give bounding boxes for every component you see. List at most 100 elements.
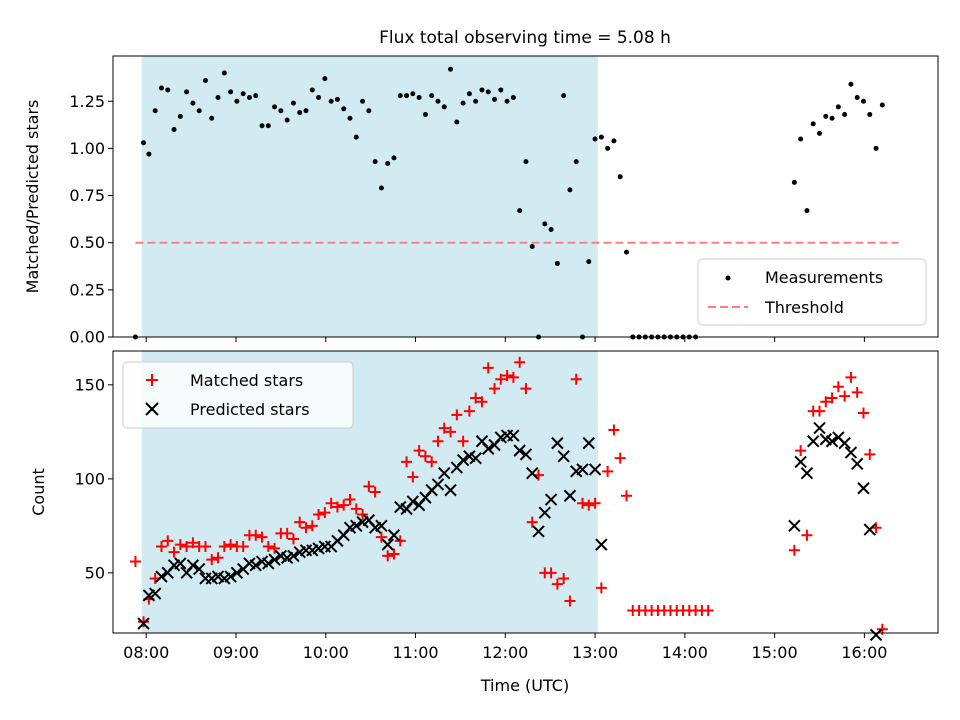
- count-x-ticks: 08:00 09:00 10:00 11:00 12:00 13:00 14:00 15:00…: [123, 633, 887, 662]
- predicted-stars-point: [863, 523, 876, 536]
- matched-stars-point: [482, 362, 494, 374]
- measurement-point: [284, 117, 290, 123]
- measurement-point: [523, 159, 529, 165]
- y-tick-label: 0.75: [69, 186, 105, 205]
- predicted-stars-point: [268, 553, 281, 566]
- measurement-point: [385, 160, 391, 166]
- matched-stars-point: [181, 541, 193, 553]
- measurement-point: [854, 94, 860, 100]
- matched-stars-point: [281, 527, 293, 539]
- legend-measurements-marker: [725, 275, 731, 281]
- measurement-point: [823, 113, 829, 119]
- measurement-point: [492, 96, 498, 102]
- measurement-point: [498, 87, 504, 93]
- predicted-stars-point: [224, 570, 237, 583]
- measurement-point: [353, 134, 359, 140]
- x-tick-label: 15:00: [752, 643, 798, 662]
- predicted-stars-point: [794, 455, 807, 469]
- matched-stars-point: [826, 392, 838, 404]
- matched-stars-point: [199, 541, 211, 553]
- x-tick-label: 13:00: [572, 643, 618, 662]
- predicted-stars-point: [857, 482, 870, 495]
- matched-stars-point: [168, 546, 180, 558]
- predicted-stars-point: [431, 478, 445, 491]
- matched-stars-point: [138, 616, 150, 628]
- matched-stars-point: [388, 548, 400, 560]
- predicted-stars-point: [230, 566, 244, 580]
- measurement-point: [165, 87, 171, 93]
- ratio-legend: Measurements Threshold: [697, 258, 927, 326]
- matched-stars-point: [520, 383, 532, 395]
- matched-stars-point: [357, 509, 369, 521]
- measurement-point: [360, 98, 366, 104]
- predicted-stars-point: [557, 450, 570, 463]
- observing-window-shade: [141, 56, 598, 337]
- matched-stars-point: [331, 501, 343, 513]
- measurement-point: [278, 108, 284, 114]
- matched-stars-point: [256, 531, 268, 543]
- predicted-stars-point: [551, 436, 564, 450]
- predicted-stars-point: [387, 529, 401, 542]
- measurement-point: [554, 260, 560, 266]
- matched-stars-point: [514, 356, 526, 368]
- matched-stars-point: [445, 426, 457, 438]
- measurement-point: [448, 66, 454, 72]
- matched-stars-point: [463, 405, 475, 417]
- predicted-stars-point: [192, 562, 206, 576]
- ratio-x-tick-marks: [145, 337, 865, 342]
- matched-stars-point: [438, 422, 450, 434]
- measurement-point: [328, 98, 334, 104]
- matched-stars-point: [857, 407, 869, 419]
- measurement-point: [429, 93, 435, 99]
- predicted-stars-point: [869, 628, 883, 642]
- count-y-axis-label: Count: [29, 468, 48, 516]
- measurement-point: [209, 115, 215, 121]
- predicted-stars-point: [482, 442, 495, 455]
- measurement-point: [848, 81, 854, 87]
- predicted-stars-point: [155, 570, 168, 583]
- measurement-point: [196, 108, 202, 114]
- matched-stars-point: [319, 507, 331, 519]
- matched-stars-point: [564, 595, 576, 607]
- predicted-stars-point: [262, 557, 275, 570]
- x-tick-label: 09:00: [213, 643, 259, 662]
- measurement-point: [441, 104, 447, 110]
- matched-stars-point: [129, 556, 141, 568]
- ratio-panel: Flux total observing time = 5.08 h 0.000…: [23, 28, 939, 347]
- measurement-point: [146, 151, 152, 157]
- measurement-point: [397, 93, 403, 99]
- measurement-point: [460, 100, 466, 106]
- count-legend-box: [122, 361, 354, 429]
- predicted-stars-point: [519, 448, 533, 461]
- matched-stars-point: [294, 516, 306, 528]
- measurement-point: [141, 140, 147, 146]
- measurement-point: [177, 113, 183, 119]
- matched-stars-point: [589, 497, 601, 509]
- matched-stars-point: [426, 456, 438, 468]
- measurement-point: [817, 130, 823, 136]
- x-tick-label: 14:00: [662, 643, 708, 662]
- measurement-point: [617, 174, 623, 180]
- predicted-stars-point: [850, 457, 864, 471]
- measurement-point: [297, 110, 303, 116]
- matched-stars-point: [551, 578, 563, 590]
- matched-stars-point: [814, 405, 826, 417]
- measurement-point: [171, 127, 177, 133]
- measurement-point: [829, 115, 835, 121]
- matched-stars-point: [595, 582, 607, 594]
- ratio-y-ticks: 0.00 0.25 0.50 0.75 1.00 1.25: [69, 92, 113, 347]
- y-tick-label: 1.25: [69, 92, 105, 111]
- matched-stars-point: [300, 522, 312, 534]
- measurement-point: [372, 159, 378, 165]
- measurement-point: [404, 93, 410, 99]
- matched-stars-point: [407, 471, 419, 483]
- measurement-point: [791, 179, 797, 185]
- predicted-stars-point: [287, 549, 300, 563]
- matched-stars-point: [225, 539, 237, 551]
- matched-stars-point: [394, 535, 406, 547]
- measurement-point: [504, 98, 510, 104]
- predicted-stars-point: [375, 519, 388, 533]
- matched-stars-point: [363, 480, 375, 492]
- measurement-point: [190, 100, 196, 106]
